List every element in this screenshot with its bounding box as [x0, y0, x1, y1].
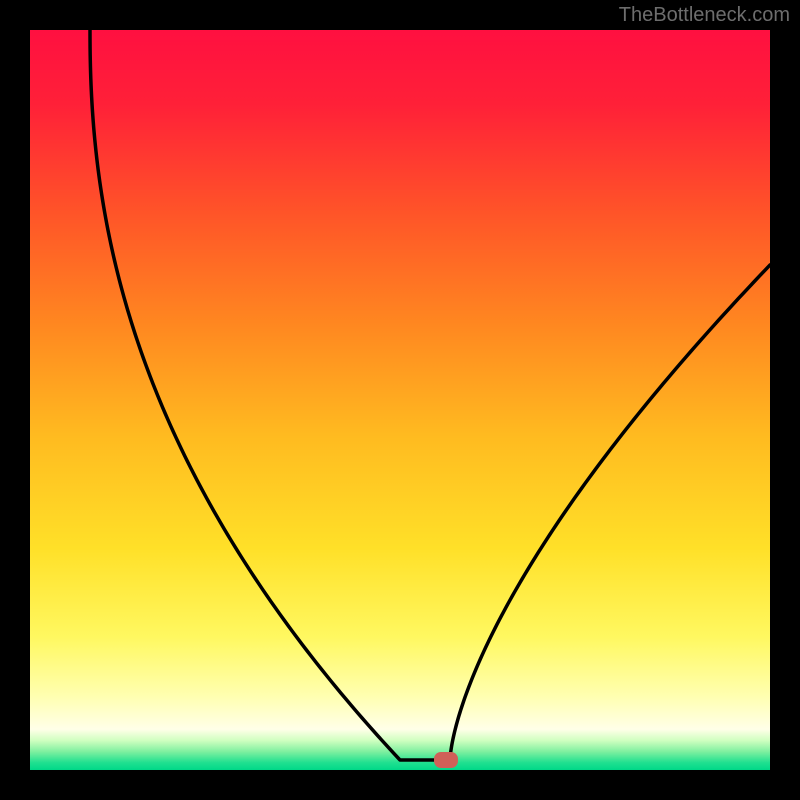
bottleneck-chart — [0, 0, 800, 800]
watermark-text: TheBottleneck.com — [619, 4, 790, 27]
optimal-point-marker — [434, 752, 458, 768]
chart-container: TheBottleneck.com — [0, 0, 800, 800]
gradient-background — [30, 30, 770, 770]
